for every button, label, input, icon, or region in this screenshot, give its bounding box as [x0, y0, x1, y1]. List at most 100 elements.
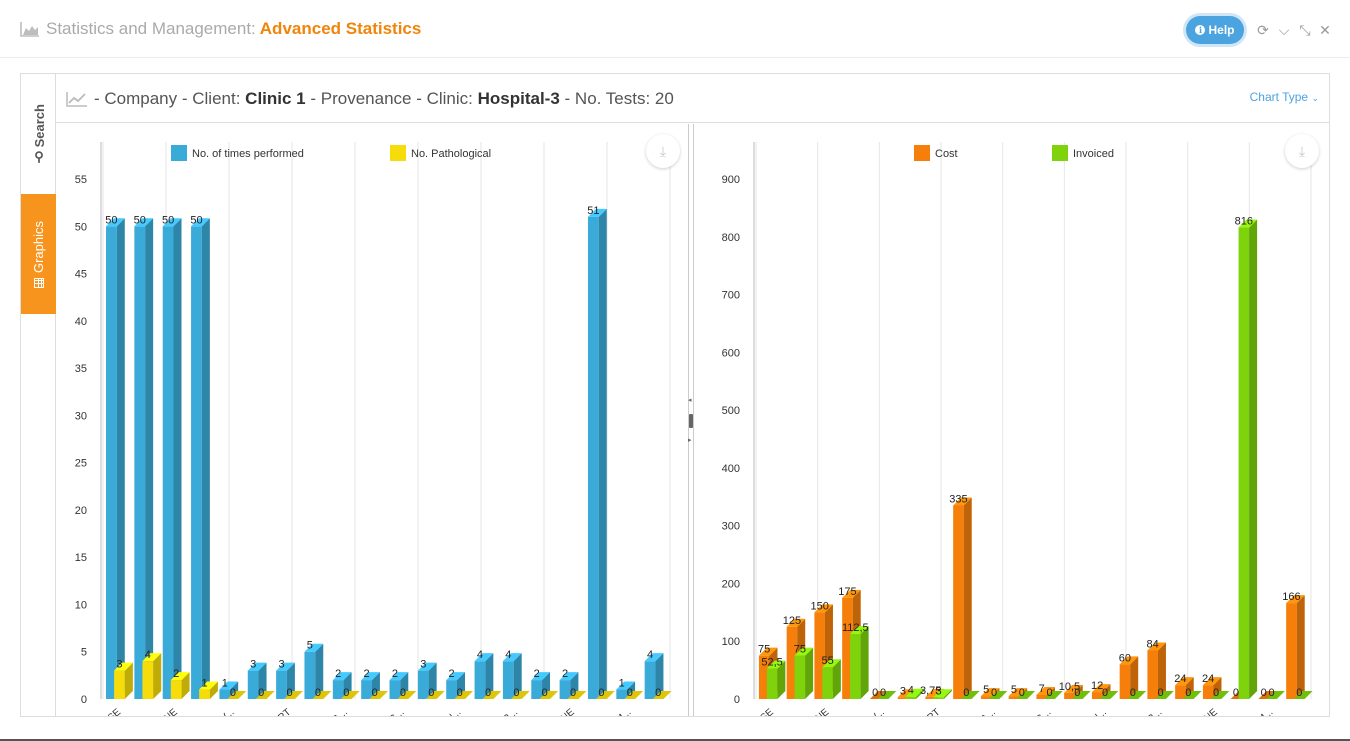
- tab-search[interactable]: ⚲ Search: [21, 74, 56, 192]
- bar[interactable]: [417, 662, 437, 699]
- bar-side: [201, 218, 210, 699]
- tab-graphics[interactable]: Graphics: [21, 194, 56, 314]
- bar[interactable]: [1238, 219, 1258, 699]
- bar[interactable]: [644, 653, 664, 699]
- bar[interactable]: [822, 659, 841, 699]
- divider-handle[interactable]: [689, 414, 693, 428]
- bar[interactable]: [905, 688, 925, 699]
- bar[interactable]: [1016, 691, 1036, 699]
- bar[interactable]: [567, 691, 587, 699]
- bar[interactable]: [1202, 677, 1222, 699]
- bar[interactable]: [474, 653, 494, 699]
- bar[interactable]: [191, 218, 210, 699]
- bar[interactable]: [652, 691, 672, 699]
- data-label: 0: [1158, 687, 1164, 699]
- bar[interactable]: [510, 691, 530, 699]
- bar[interactable]: [199, 681, 218, 699]
- bar[interactable]: [170, 672, 190, 699]
- bar-top: [134, 218, 154, 227]
- data-label: 2: [363, 668, 369, 680]
- bar[interactable]: [961, 691, 980, 699]
- legend-swatch[interactable]: [171, 145, 187, 161]
- bar-base: [596, 691, 615, 699]
- download-chart-button[interactable]: ⤓: [646, 134, 680, 168]
- legend-label[interactable]: Cost: [935, 148, 958, 160]
- bar[interactable]: [953, 497, 972, 699]
- bar-top: [766, 660, 786, 669]
- bar[interactable]: [1294, 691, 1313, 699]
- bar[interactable]: [114, 662, 133, 699]
- bar[interactable]: [425, 691, 445, 699]
- legend-swatch[interactable]: [1052, 145, 1068, 161]
- bar[interactable]: [369, 691, 389, 699]
- legend-swatch[interactable]: [914, 145, 930, 161]
- bar[interactable]: [1099, 691, 1119, 699]
- bar[interactable]: [255, 691, 275, 699]
- bar[interactable]: [397, 691, 417, 699]
- bar[interactable]: [850, 626, 869, 699]
- bar-top: [446, 672, 465, 681]
- download-chart-button[interactable]: ⤓: [1285, 134, 1319, 168]
- y-tick-label: 800: [722, 232, 740, 244]
- bar[interactable]: [142, 653, 162, 699]
- bar-top: [502, 653, 522, 662]
- bar[interactable]: [284, 691, 303, 699]
- data-label: 166: [1282, 591, 1300, 603]
- bar[interactable]: [766, 660, 786, 699]
- bar[interactable]: [596, 691, 615, 699]
- bar[interactable]: [1147, 642, 1166, 699]
- data-label: 3,75: [920, 685, 941, 697]
- tab-graphics-label: Graphics: [31, 220, 46, 273]
- bar[interactable]: [1119, 656, 1139, 699]
- split-divider[interactable]: ◂ ▸: [688, 124, 694, 716]
- bar-front: [925, 696, 936, 699]
- legend-label[interactable]: Invoiced: [1073, 148, 1114, 160]
- bar[interactable]: [933, 689, 952, 699]
- bar[interactable]: [988, 691, 1008, 699]
- data-label: 125: [783, 615, 801, 627]
- bar[interactable]: [1210, 691, 1230, 699]
- bar[interactable]: [877, 691, 897, 699]
- bar[interactable]: [312, 691, 332, 699]
- bar[interactable]: [587, 208, 607, 699]
- chart-type-dropdown[interactable]: Chart Type ⌄: [1250, 90, 1319, 104]
- bar-side: [513, 653, 522, 699]
- chevron-down-icon[interactable]: ⌵: [1278, 22, 1290, 38]
- bar[interactable]: [1175, 677, 1194, 699]
- bar-top: [933, 689, 952, 698]
- bar[interactable]: [1044, 691, 1063, 699]
- minimize-arrows-icon[interactable]: ⤡: [1299, 22, 1311, 38]
- bar[interactable]: [539, 691, 559, 699]
- bar[interactable]: [454, 691, 474, 699]
- bar[interactable]: [1266, 691, 1285, 699]
- bar[interactable]: [162, 218, 182, 699]
- close-icon[interactable]: ✕: [1319, 22, 1331, 38]
- bar[interactable]: [1127, 691, 1147, 699]
- legend-swatch[interactable]: [390, 145, 406, 161]
- summary-client: Clinic 1: [245, 89, 306, 108]
- bar[interactable]: [227, 691, 247, 699]
- refresh-icon[interactable]: ⟳: [1257, 22, 1269, 38]
- bar[interactable]: [340, 691, 360, 699]
- x-tick-label: CREATININE: [127, 707, 180, 716]
- bar[interactable]: [304, 643, 324, 699]
- bar[interactable]: [1286, 595, 1305, 699]
- bar-side: [860, 626, 869, 699]
- legend-label[interactable]: No. Pathological: [411, 148, 491, 160]
- bar[interactable]: [502, 653, 522, 699]
- bar[interactable]: [247, 662, 267, 699]
- data-label: 4: [647, 649, 653, 661]
- bar[interactable]: [134, 218, 154, 699]
- bar[interactable]: [1155, 691, 1174, 699]
- legend-label[interactable]: No. of times performed: [192, 148, 304, 160]
- bar[interactable]: [794, 647, 814, 699]
- bar[interactable]: [482, 691, 502, 699]
- bar[interactable]: [1072, 691, 1091, 699]
- bar[interactable]: [1183, 691, 1202, 699]
- help-button[interactable]: i Help: [1186, 16, 1244, 44]
- bar[interactable]: [276, 662, 295, 699]
- bar[interactable]: [624, 691, 644, 699]
- bar-side: [485, 653, 494, 699]
- data-label: 2: [335, 668, 341, 680]
- bar[interactable]: [106, 218, 125, 699]
